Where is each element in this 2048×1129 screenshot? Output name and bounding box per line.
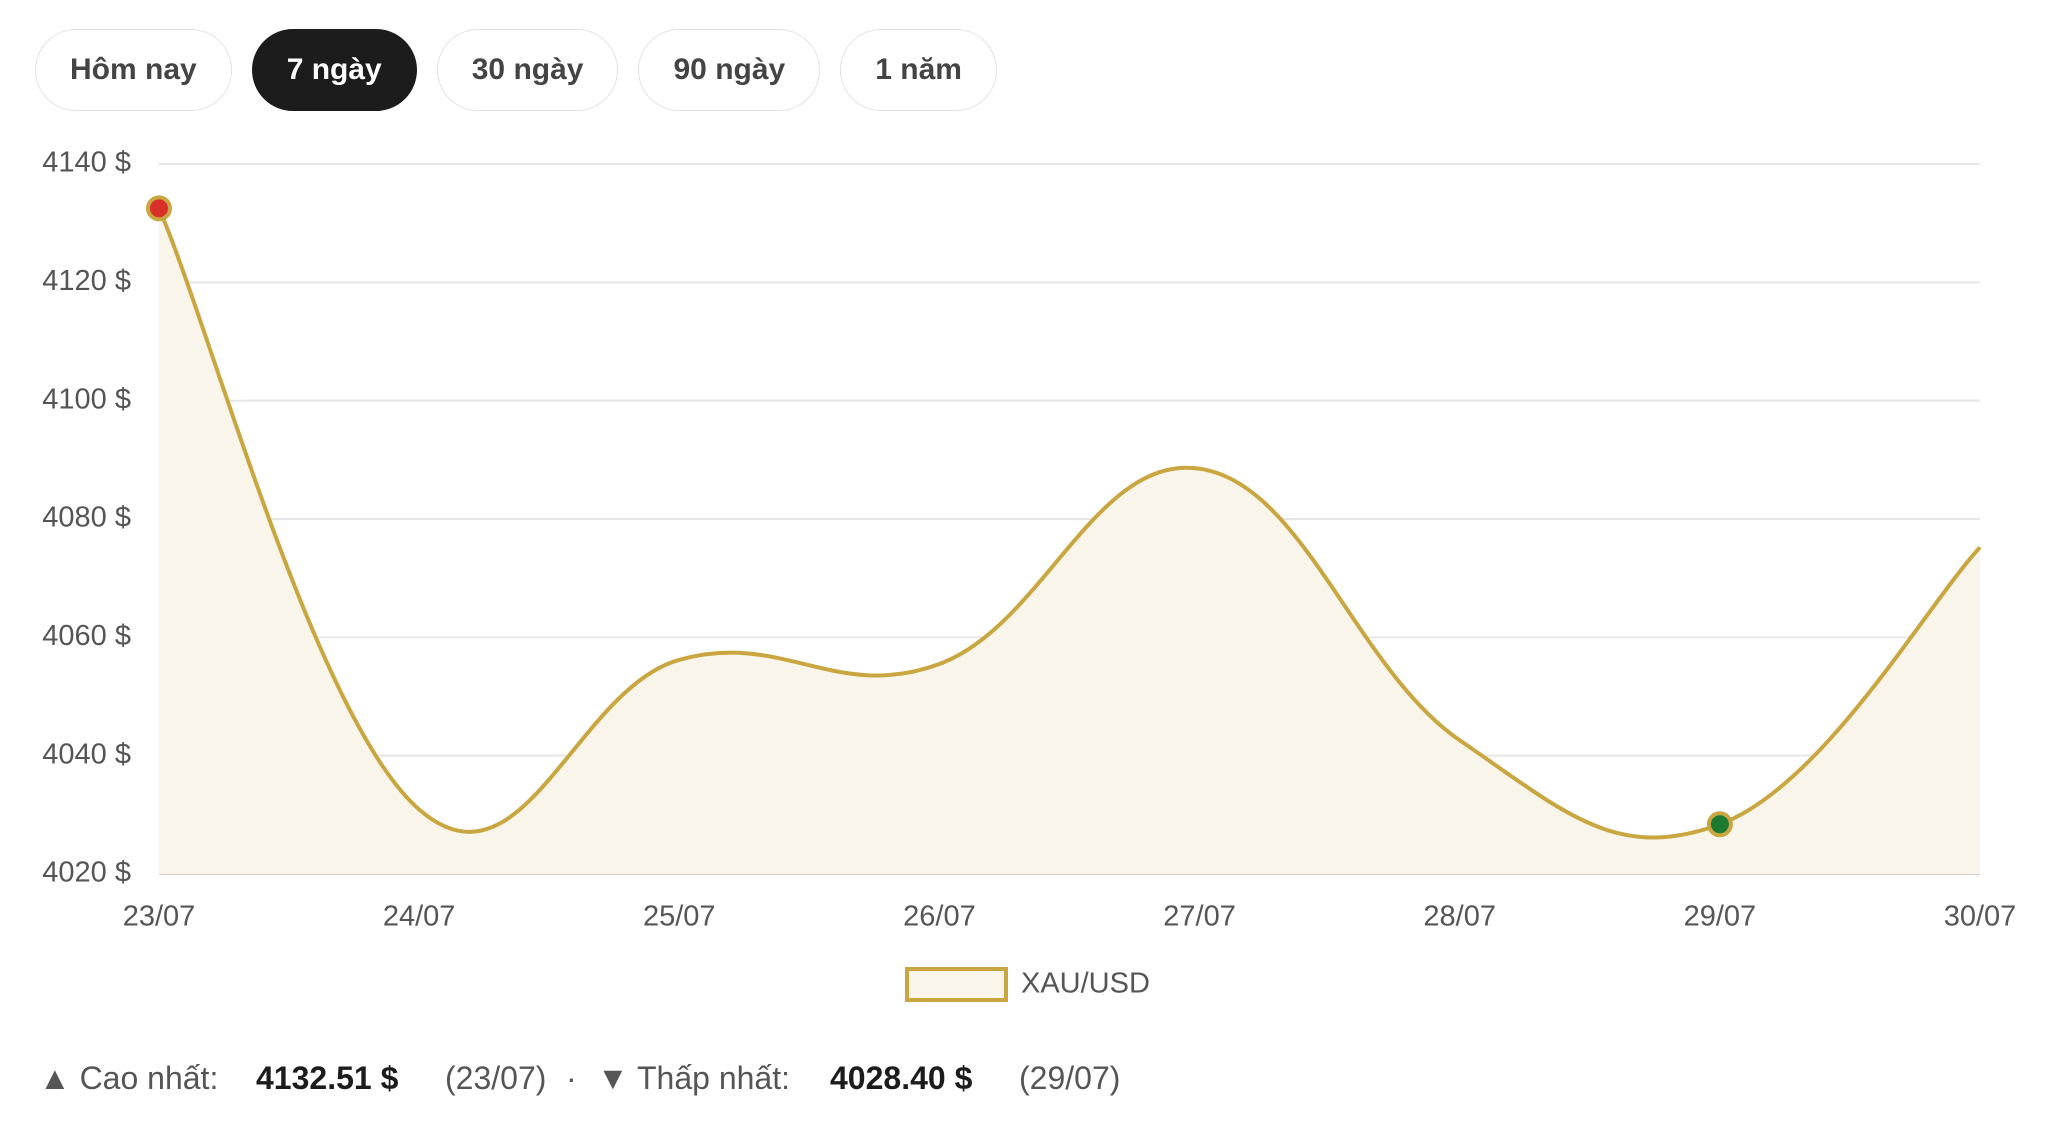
high-value: 4132.51 $	[256, 1060, 398, 1097]
y-tick-label: 4140 $	[42, 147, 131, 179]
y-tick-label: 4120 $	[42, 265, 131, 297]
low-value-text: 4028.40 $	[830, 1060, 973, 1096]
x-tick-label: 29/07	[1684, 901, 1757, 933]
y-tick-label: 4020 $	[42, 857, 131, 889]
range-tab[interactable]: 30 ngày	[436, 29, 619, 111]
separator: ·	[566, 1060, 577, 1096]
range-tab[interactable]: 90 ngày	[638, 29, 821, 111]
high-date: (23/07)	[445, 1060, 547, 1096]
low-value: 4028.40 $	[830, 1060, 972, 1097]
legend-label: XAU/USD	[1021, 968, 1150, 1000]
low-point	[1706, 811, 1733, 838]
range-tabs: Hôm nay 7 ngày 30 ngày 90 ngày 1 năm	[35, 29, 997, 111]
high-label: ▲ Cao nhất:	[39, 1060, 219, 1096]
x-tick-label: 30/07	[1944, 901, 2017, 933]
range-tab[interactable]: 7 ngày	[251, 29, 417, 111]
x-tick-label: 28/07	[1423, 901, 1496, 933]
low-label: ▼ Thấp nhất:	[597, 1060, 790, 1096]
y-tick-label: 4060 $	[42, 620, 131, 652]
y-tick-label: 4080 $	[42, 502, 131, 534]
x-tick-label: 24/07	[383, 901, 456, 933]
area	[159, 208, 1980, 875]
x-tick-label: 25/07	[643, 901, 716, 933]
high-value-text: 4132.51 $	[256, 1060, 399, 1096]
line	[157, 207, 1982, 840]
y-tick-label: 4040 $	[42, 738, 131, 770]
x-tick-label: 26/07	[903, 901, 976, 933]
low-date: (29/07)	[1019, 1060, 1121, 1096]
legend-swatch	[905, 967, 1008, 1002]
chart: 4020 $ 4040 $ 4060 $ 4080 $ 4100 $ 4120 $ 4140…	[42, 147, 2017, 1002]
high-point	[146, 195, 172, 222]
range-tab[interactable]: 1 năm	[840, 29, 997, 111]
range-tab[interactable]: Hôm nay	[35, 29, 232, 111]
x-tick-label: 27/07	[1163, 901, 1236, 933]
y-tick-label: 4100 $	[42, 383, 131, 415]
x-tick-label: 23/07	[123, 901, 196, 933]
